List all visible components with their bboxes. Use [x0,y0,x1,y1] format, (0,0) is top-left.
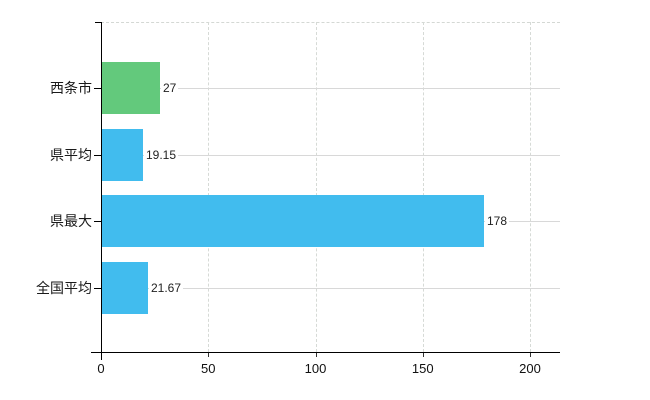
x-axis-tick-label: 100 [304,361,327,376]
y-axis [101,22,102,360]
bar-value-label: 178 [485,214,510,228]
bar[interactable] [102,261,148,314]
gridline-horizontal [102,154,560,156]
gridline-horizontal [102,88,560,89]
bar-value-label: 27 [161,81,179,95]
x-axis-tick [530,353,531,357]
category-label: 県平均 [50,146,92,163]
bar[interactable] [102,62,160,114]
bar[interactable] [102,128,143,181]
x-axis-tick [208,353,210,357]
bar-value-label: 21.67 [149,280,184,295]
x-axis-tick-label: 200 [519,361,541,376]
x-axis-tick [422,353,424,357]
bar-value-label: 19.15 [144,147,179,162]
category-label: 全国平均 [36,279,92,296]
y-axis-end-tick [95,22,101,23]
category-label: 西条市 [50,80,92,96]
x-axis-tick-label: 0 [97,361,105,376]
x-axis-tick-label: 150 [411,361,434,376]
gridline-vertical [208,22,210,352]
y-axis-tick [94,287,101,289]
category-label: 県最大 [50,213,92,229]
gridline-horizontal [102,287,560,289]
gridline-vertical [422,22,424,352]
y-axis-tick [94,154,101,156]
y-axis-tick [94,88,101,89]
x-axis-tick-label: 50 [201,361,216,376]
bar[interactable] [102,195,484,247]
gridline-vertical [315,22,317,352]
y-axis-tick [94,221,101,222]
gridline-vertical [530,22,531,352]
x-axis-tick [315,353,317,357]
plot-top-border [101,22,560,23]
x-axis [91,352,560,353]
